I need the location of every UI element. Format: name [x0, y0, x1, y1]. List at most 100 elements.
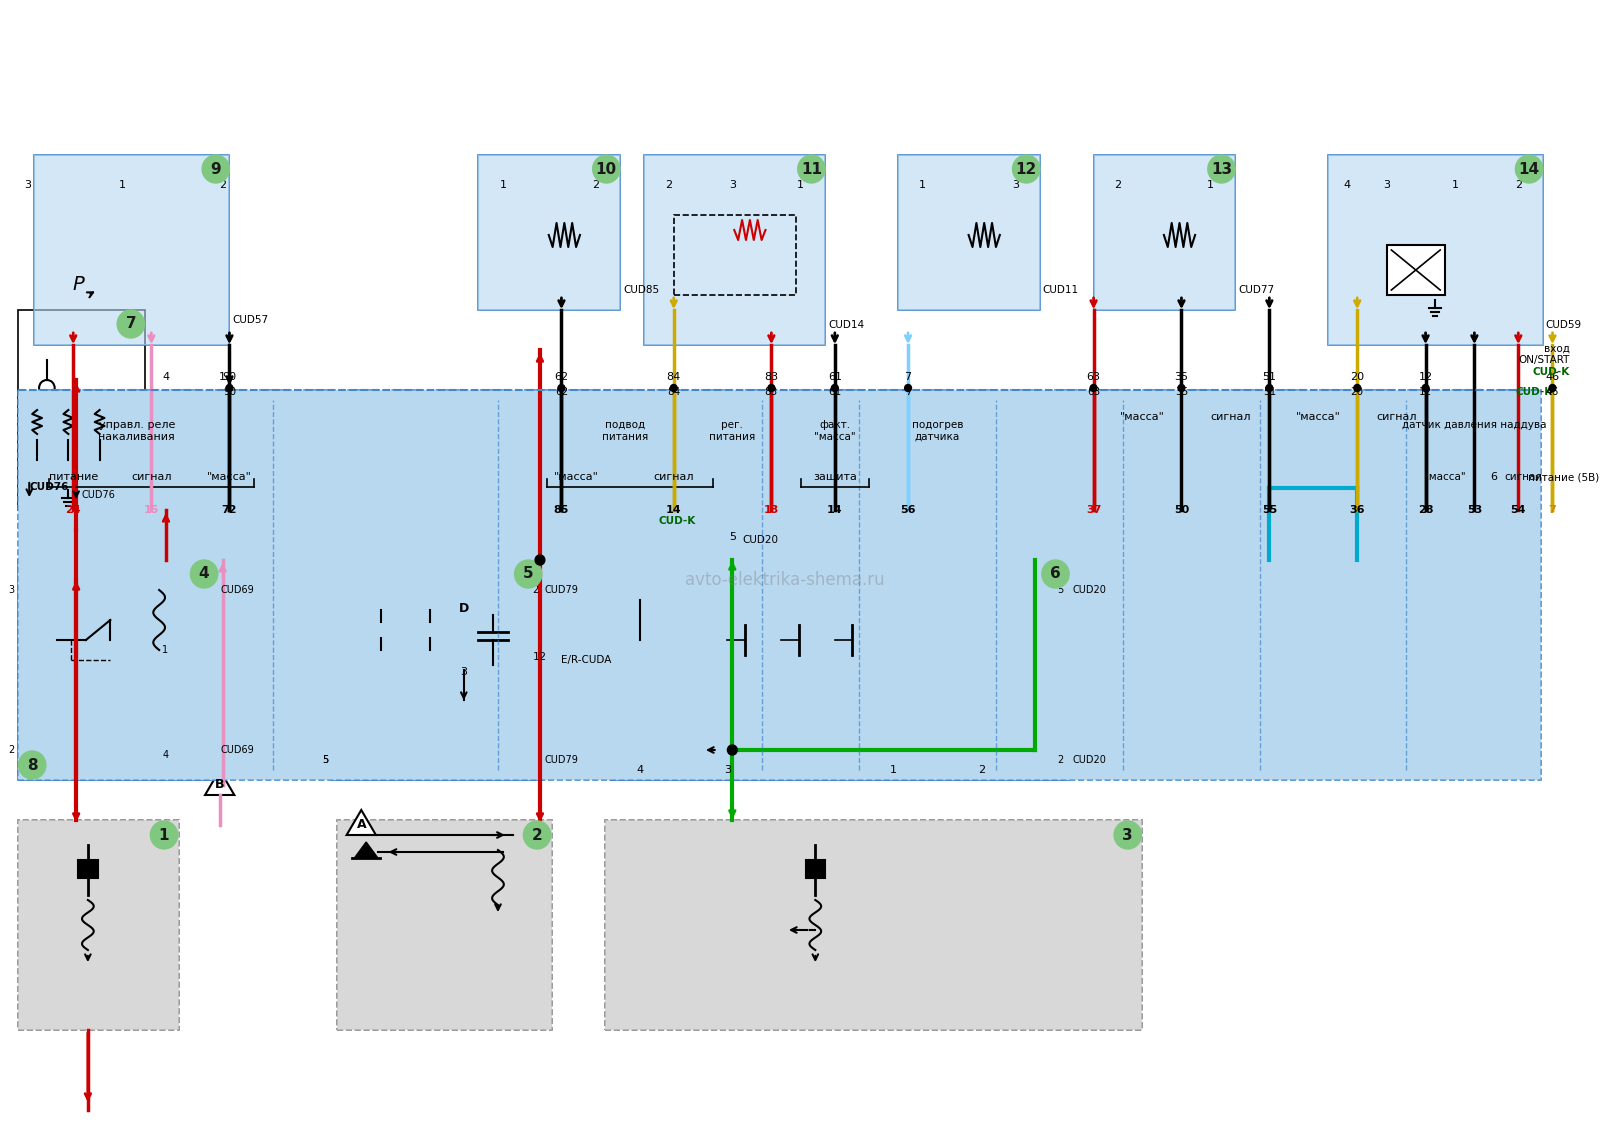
Text: 2: 2: [591, 180, 599, 190]
Text: CUD20: CUD20: [1072, 755, 1106, 765]
Bar: [697, 660, 717, 695]
Text: 28: 28: [1417, 505, 1432, 515]
Text: 84: 84: [667, 372, 680, 382]
FancyBboxPatch shape: [604, 820, 1141, 1030]
Text: 5: 5: [321, 755, 328, 765]
Polygon shape: [448, 595, 479, 620]
Text: 12: 12: [1417, 372, 1432, 382]
Text: 24: 24: [66, 505, 80, 515]
FancyBboxPatch shape: [331, 560, 542, 780]
Circle shape: [831, 384, 837, 392]
Bar: [418, 622, 440, 638]
Text: 1: 1: [162, 645, 169, 655]
Circle shape: [1514, 155, 1541, 183]
Text: CUD77: CUD77: [1237, 285, 1273, 295]
Text: 51: 51: [1261, 387, 1276, 398]
Text: CUD11: CUD11: [1043, 285, 1078, 295]
Polygon shape: [781, 626, 799, 655]
FancyBboxPatch shape: [336, 820, 551, 1030]
Text: 9: 9: [211, 162, 222, 176]
Text: "масса": "масса": [1295, 412, 1340, 422]
Text: 2: 2: [665, 180, 672, 190]
Text: 5: 5: [728, 532, 736, 542]
Text: 14: 14: [665, 505, 681, 515]
Text: CUD59: CUD59: [1544, 320, 1581, 330]
FancyBboxPatch shape: [604, 820, 1141, 1030]
Text: 5: 5: [1057, 585, 1064, 595]
Text: 62: 62: [554, 387, 567, 398]
Circle shape: [1207, 155, 1234, 183]
Text: CUD14: CUD14: [828, 320, 863, 330]
FancyBboxPatch shape: [18, 820, 178, 1030]
Text: 83: 83: [763, 372, 778, 382]
Text: 1: 1: [119, 180, 125, 190]
Polygon shape: [630, 610, 649, 626]
Text: 10: 10: [596, 162, 617, 176]
Text: 1: 1: [500, 180, 506, 190]
Text: 20: 20: [1350, 387, 1363, 398]
FancyBboxPatch shape: [18, 390, 1540, 780]
Text: CUD-K: CUD-K: [1514, 387, 1551, 398]
Text: факт.
"масса": факт. "масса": [813, 420, 855, 441]
Text: 15: 15: [143, 505, 159, 515]
Circle shape: [726, 745, 736, 755]
Text: 2: 2: [532, 585, 538, 595]
Circle shape: [1114, 821, 1141, 849]
Text: защита: защита: [813, 472, 857, 482]
Text: 53: 53: [1466, 505, 1482, 515]
Text: сигнал: сигнал: [132, 472, 172, 482]
Text: 72: 72: [222, 505, 238, 515]
Text: 35: 35: [1173, 372, 1188, 382]
Text: 1: 1: [1207, 180, 1213, 190]
Circle shape: [514, 560, 542, 588]
FancyBboxPatch shape: [18, 560, 217, 780]
Text: 3: 3: [1382, 180, 1388, 190]
Text: 3: 3: [1011, 180, 1019, 190]
Bar: [370, 622, 392, 638]
Circle shape: [1178, 384, 1184, 392]
Text: сигнал: сигнал: [1503, 472, 1541, 482]
Text: 3: 3: [460, 667, 468, 677]
Text: 1: 1: [159, 828, 169, 842]
Text: 90: 90: [223, 387, 236, 398]
FancyBboxPatch shape: [18, 820, 178, 1030]
Bar: [659, 660, 678, 695]
Text: 35: 35: [1175, 387, 1188, 398]
Text: 8: 8: [27, 758, 37, 773]
Text: вход
ON/START: вход ON/START: [1517, 344, 1568, 365]
Bar: [845, 610, 881, 650]
Text: "масса": "масса": [1424, 472, 1466, 482]
Text: CUD69: CUD69: [220, 745, 254, 755]
Bar: [805, 860, 824, 878]
Text: 5: 5: [321, 755, 328, 765]
Text: 3: 3: [8, 585, 14, 595]
Text: 3: 3: [1122, 828, 1133, 842]
Text: 2: 2: [219, 180, 227, 190]
Text: 1: 1: [889, 765, 897, 775]
Text: 1: 1: [797, 180, 804, 190]
Text: 1: 1: [1451, 180, 1458, 190]
Text: 63: 63: [1086, 387, 1099, 398]
Text: 36: 36: [1348, 505, 1364, 515]
Circle shape: [1353, 384, 1360, 392]
FancyBboxPatch shape: [898, 155, 1040, 310]
Text: CUD79: CUD79: [545, 585, 579, 595]
Text: 14: 14: [826, 505, 842, 515]
Circle shape: [522, 821, 550, 849]
Text: 1: 1: [919, 180, 926, 190]
Polygon shape: [354, 842, 378, 858]
Text: A: A: [357, 819, 366, 831]
Circle shape: [19, 751, 47, 779]
FancyBboxPatch shape: [34, 155, 230, 345]
Text: CUD-K: CUD-K: [657, 515, 694, 526]
Text: 2: 2: [532, 828, 542, 842]
Text: D: D: [458, 602, 469, 614]
Circle shape: [1548, 384, 1556, 392]
Text: 4: 4: [162, 372, 169, 382]
Text: 12: 12: [1417, 387, 1432, 398]
Text: 13: 13: [1210, 162, 1231, 176]
Text: 90: 90: [222, 372, 236, 382]
Text: CUD20: CUD20: [1072, 585, 1106, 595]
Text: рег.
питания: рег. питания: [709, 420, 755, 441]
Text: 5: 5: [522, 566, 534, 582]
